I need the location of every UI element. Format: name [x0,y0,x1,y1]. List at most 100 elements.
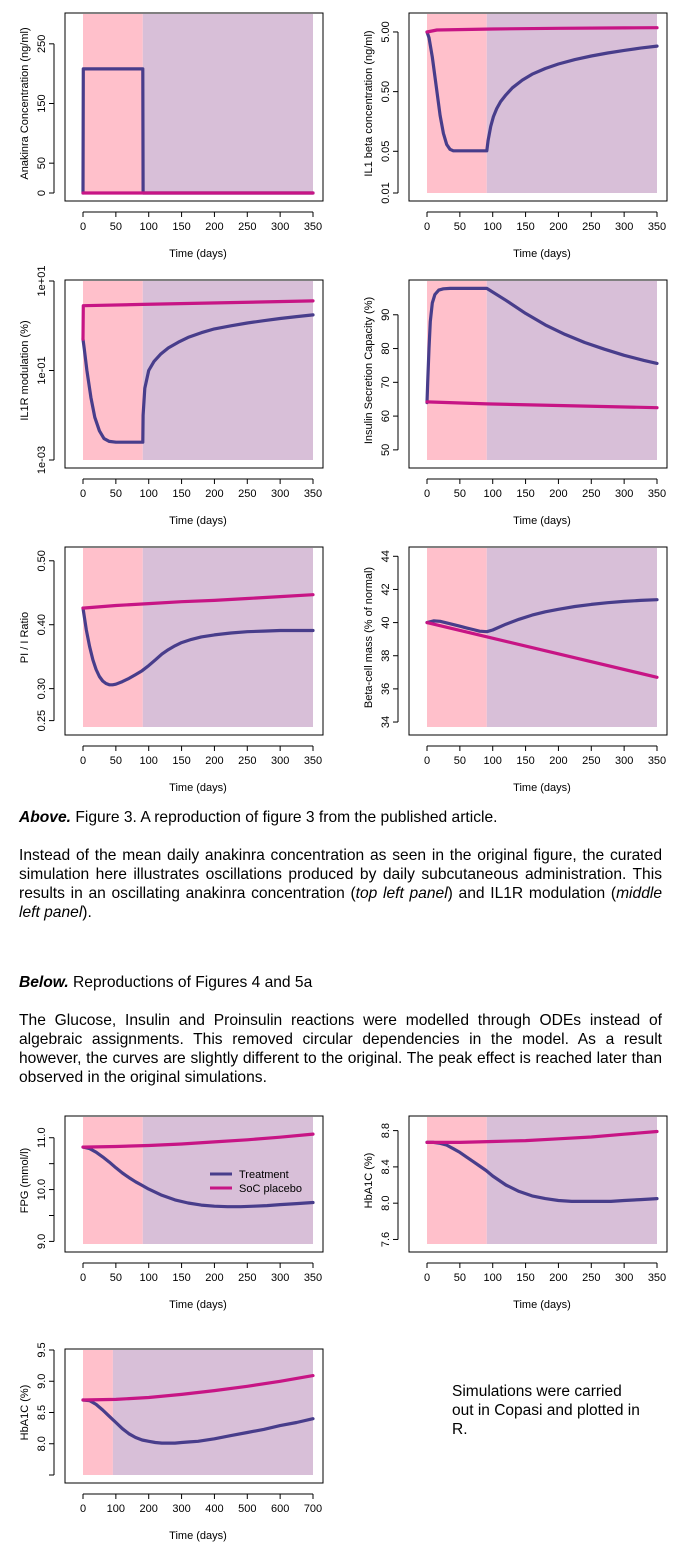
placebo-line [81,593,315,610]
y-axis-label: PI / I Ratio [19,612,31,663]
x-tick-label: 200 [549,755,567,767]
treatment-line [425,1140,659,1204]
y-tick-label: 5.00 [380,21,392,42]
phase2-band [142,14,313,193]
x-tick-label: 150 [172,1272,190,1284]
y-tick-label: 150 [36,94,48,112]
y-axis-label: FPG (mmol/l) [19,1148,31,1213]
y-tick-label: 250 [36,35,48,53]
x-tick-label: 300 [615,221,633,233]
x-tick-label: 100 [484,488,502,500]
phase1-band [427,281,487,460]
x-tick-label: 300 [271,221,289,233]
x-tick-label: 50 [110,1272,122,1284]
x-tick-label: 0 [80,1503,86,1515]
x-tick-label: 50 [454,221,466,233]
x-tick-label: 150 [516,488,534,500]
phase2-band [486,281,657,460]
phase2-band [112,1350,314,1475]
x-tick-label: 50 [454,1272,466,1284]
y-tick-label: 36 [380,683,392,695]
x-tick-label: 100 [484,221,502,233]
anakinra-panel: 0 50 100 150 200 250 300 350 Time (days) 0 50 150 25… [19,12,324,260]
x-tick-label: 350 [648,221,666,233]
y-tick-label: 8.8 [380,1123,392,1138]
phase2-band [486,548,657,727]
x-tick-label: 50 [110,488,122,500]
placebo-line [81,1132,315,1149]
x-tick-label: 0 [80,488,86,500]
x-tick-label: 350 [304,488,322,500]
y-tick-label: 9.0 [36,1374,48,1389]
simulation-note: Simulations were carried out in Copasi a… [452,1383,640,1438]
y-tick-label: 1e-01 [36,356,48,384]
x-tick-label: 50 [454,488,466,500]
x-tick-label: 0 [80,221,86,233]
plot-frame [64,279,324,469]
y-tick-label: 42 [380,583,392,595]
phase1-band [83,281,143,460]
x-tick-label: 0 [424,755,430,767]
x-tick-label: 150 [516,221,534,233]
insulin-secretion-panel: 0 50 100 150 200 250 300 350 Time (days) 50 60 70 80… [363,279,668,527]
x-tick-label: 100 [140,1272,158,1284]
y-tick-label: 9.5 [36,1342,48,1357]
hba1c-700-panel: 0 100 200 300 400 500 600 700 Time (days) 8.0 8.5 9… [19,1342,324,1542]
x-tick-label: 250 [582,221,600,233]
x-axis-label: Time (days) [169,248,227,260]
y-tick-label: 44 [380,550,392,562]
x-tick-label: 700 [304,1503,322,1515]
placebo-line [425,400,659,410]
y-tick-label: 0.50 [36,550,48,571]
plot-frame [64,1348,324,1484]
x-tick-label: 50 [110,755,122,767]
x-tick-label: 200 [205,755,223,767]
below-label: Below. [19,974,69,991]
y-tick-label: 80 [380,342,392,354]
treatment-line [425,30,659,153]
y-tick-label: 34 [380,716,392,728]
y-axis-label: HbA1C (%) [19,1385,31,1441]
x-tick-label: 200 [205,488,223,500]
x-tick-label: 350 [648,1272,666,1284]
phase2-band [486,1117,657,1244]
x-tick-label: 150 [172,221,190,233]
x-axis-label: Time (days) [513,515,571,527]
x-tick-label: 0 [80,755,86,767]
x-tick-label: 150 [516,755,534,767]
y-tick-label: 40 [380,616,392,628]
y-tick-label: 70 [380,376,392,388]
x-tick-label: 200 [140,1503,158,1515]
phase1-band [83,548,143,727]
phase1-band [427,548,487,727]
x-tick-label: 100 [484,755,502,767]
x-tick-label: 200 [549,488,567,500]
y-axis-label: Anakinra Concentration (ng/ml) [19,27,31,179]
y-axis-label: IL1R modulation (%) [19,320,31,420]
x-tick-label: 250 [582,755,600,767]
y-axis-label: Insulin Secretion Capacity (%) [363,297,375,444]
plot-frame [64,1115,324,1253]
plot-frame [408,12,668,202]
phase1-band [83,14,143,193]
plot-frame [64,12,324,202]
y-tick-label: 50 [380,444,392,456]
y-tick-label: 0.01 [380,182,392,203]
x-tick-label: 0 [424,221,430,233]
x-tick-label: 350 [304,1272,322,1284]
y-tick-label: 60 [380,410,392,422]
x-tick-label: 100 [140,755,158,767]
phase2-band [142,281,313,460]
x-tick-label: 0 [80,1272,86,1284]
legend-label-placebo: SoC placebo [239,1183,302,1195]
treatment-line [81,1398,315,1445]
y-tick-label: 10.0 [36,1179,48,1200]
x-axis-label: Time (days) [169,1299,227,1311]
y-axis-label: IL1 beta concentration (ng/ml) [363,30,375,176]
y-tick-label: 0 [36,190,48,196]
y-tick-label: 0.30 [36,678,48,699]
x-tick-label: 100 [140,488,158,500]
y-tick-label: 8.5 [36,1405,48,1420]
y-tick-label: 0.25 [36,710,48,731]
x-tick-label: 500 [238,1503,256,1515]
